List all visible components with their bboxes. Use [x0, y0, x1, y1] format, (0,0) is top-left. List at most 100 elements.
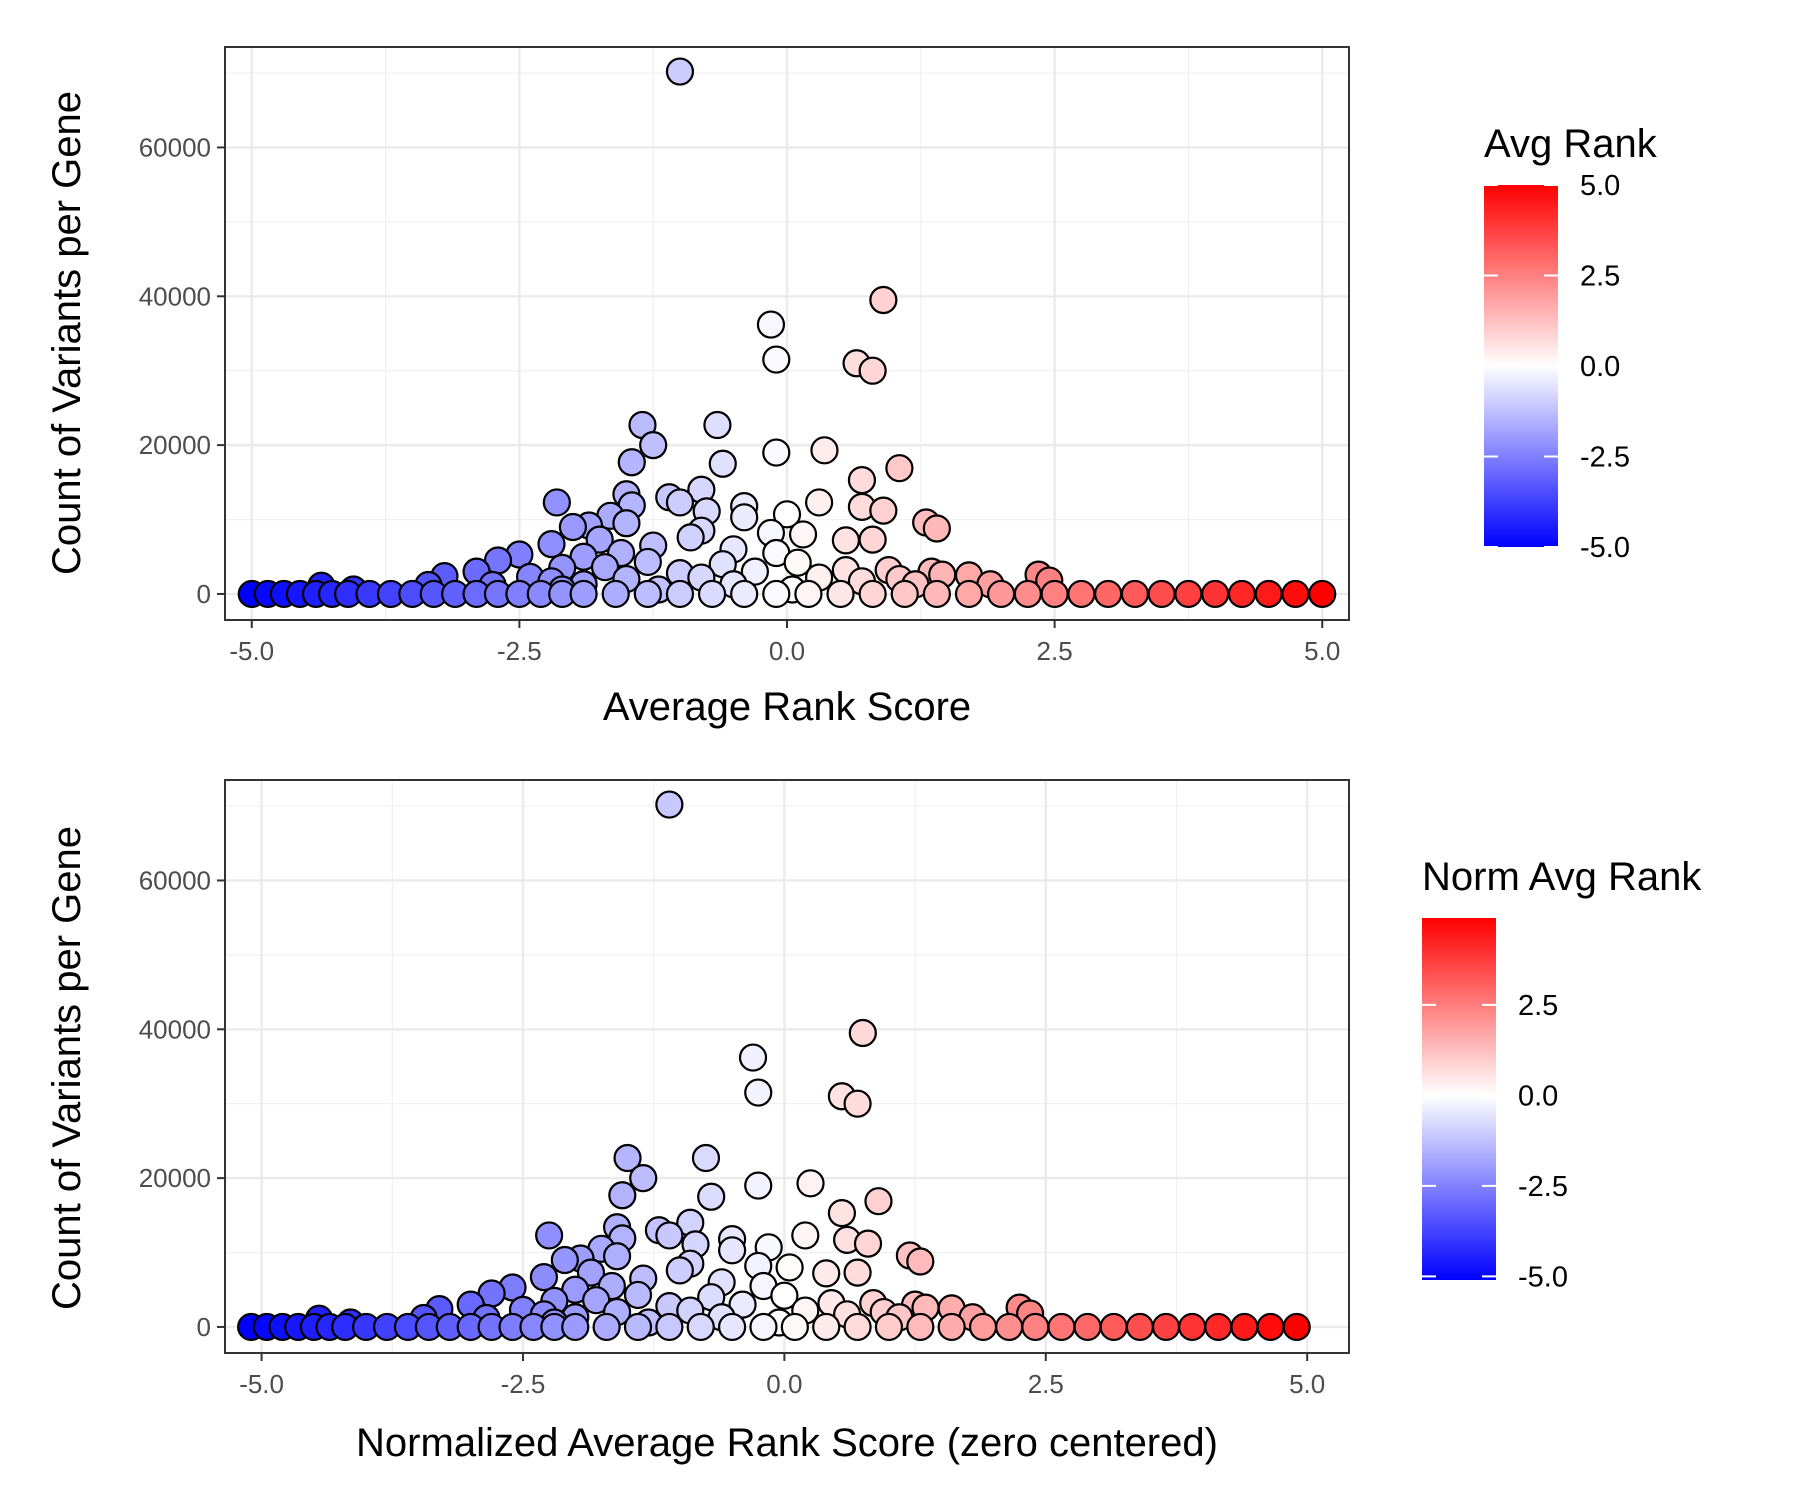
data-point — [1174, 579, 1203, 609]
data-point — [608, 1181, 637, 1210]
data-point — [1151, 1312, 1181, 1342]
y-tick-label: 20000 — [139, 430, 211, 460]
data-point — [906, 1312, 935, 1342]
color-legend: Avg Rank -5.0 -2.5 0.0 2.5 5.0 — [1484, 122, 1658, 564]
data-point — [843, 1312, 872, 1342]
data-point — [590, 553, 620, 582]
data-point — [1021, 1312, 1050, 1342]
data-point — [1308, 579, 1337, 609]
points — [237, 790, 1311, 1342]
data-point — [843, 1089, 872, 1118]
data-point — [601, 579, 630, 609]
data-point — [791, 1221, 820, 1250]
y-tick-label: 20000 — [139, 1163, 211, 1193]
y-tick-label: 40000 — [139, 1014, 211, 1044]
chart-panel-top: -5.0 -2.5 0.0 2.5 5.0 0 20000 40000 60000 Avera… — [45, 46, 1658, 729]
data-point — [986, 579, 1016, 609]
data-point — [561, 1312, 590, 1342]
data-point — [691, 1143, 721, 1173]
data-point — [623, 1312, 653, 1342]
data-point — [831, 526, 860, 555]
data-point — [922, 579, 951, 609]
x-tick-label: -2.5 — [497, 636, 542, 666]
data-point — [1201, 579, 1230, 609]
legend-tick-label: 5.0 — [1580, 170, 1620, 202]
y-axis-title: Count of Variants per Gene — [45, 91, 89, 575]
data-point — [676, 523, 705, 552]
data-point — [592, 1312, 621, 1342]
x-axis: -5.0 -2.5 0.0 2.5 5.0 — [229, 620, 1340, 666]
data-point — [542, 488, 571, 517]
data-point — [697, 1182, 726, 1211]
data-point — [885, 454, 914, 483]
data-point — [805, 488, 834, 517]
data-point — [744, 1171, 773, 1200]
legend-ticks: -5.0 -2.5 0.0 2.5 5.0 — [1484, 170, 1630, 564]
data-point — [869, 496, 898, 525]
data-point — [812, 1259, 841, 1288]
data-point — [780, 1312, 809, 1342]
data-point — [633, 547, 662, 577]
data-point — [1227, 579, 1257, 609]
data-point — [613, 1143, 642, 1173]
data-point — [569, 579, 598, 609]
y-tick-label: 0 — [197, 1312, 211, 1342]
data-point — [847, 465, 877, 495]
data-point — [937, 1312, 966, 1342]
data-point — [535, 1221, 564, 1250]
data-point — [890, 579, 919, 609]
y-axis-title: Count of Variants per Gene — [45, 826, 89, 1310]
data-point — [954, 579, 984, 609]
data-point — [708, 449, 737, 478]
legend-tick-label: -2.5 — [1580, 442, 1630, 474]
data-point — [995, 1312, 1024, 1342]
x-tick-label: 2.5 — [1028, 1369, 1064, 1399]
chart-panel-bottom: -5.0 -2.5 0.0 2.5 5.0 0 20000 40000 60000 Norma… — [45, 779, 1702, 1465]
x-tick-label: -2.5 — [501, 1369, 546, 1399]
legend-colorbar — [1422, 918, 1496, 1280]
legend-tick-label: -5.0 — [1518, 1261, 1568, 1293]
data-point — [1281, 579, 1310, 609]
data-point — [1067, 579, 1096, 609]
data-point — [665, 57, 695, 86]
data-point — [602, 1242, 632, 1271]
data-point — [633, 579, 662, 609]
data-point — [703, 410, 732, 440]
data-point — [874, 1312, 904, 1342]
data-point — [788, 520, 818, 549]
data-point — [864, 1187, 893, 1216]
color-legend: Norm Avg Rank -5.0 -2.5 0.0 2.5 — [1422, 855, 1702, 1293]
data-point — [740, 557, 769, 586]
data-point — [762, 438, 791, 467]
data-point — [843, 1258, 872, 1287]
data-point — [1099, 1312, 1128, 1342]
data-point — [730, 579, 759, 609]
x-axis: -5.0 -2.5 0.0 2.5 5.0 — [239, 1353, 1325, 1399]
data-point — [665, 579, 695, 609]
data-point — [617, 448, 646, 477]
data-point — [1047, 1312, 1076, 1342]
data-point — [1254, 579, 1283, 609]
data-point — [623, 1280, 653, 1310]
data-point — [1282, 1312, 1311, 1342]
x-tick-label: 0.0 — [769, 636, 805, 666]
data-point — [858, 579, 887, 609]
x-tick-label: -5.0 — [239, 1369, 284, 1399]
y-axis: 0 20000 40000 60000 — [139, 865, 225, 1342]
points — [237, 57, 1337, 609]
data-point — [730, 503, 759, 532]
data-point — [585, 525, 614, 554]
data-point — [718, 1312, 747, 1342]
data-point — [762, 579, 791, 609]
data-point — [1120, 579, 1150, 609]
data-point — [794, 579, 823, 609]
data-point — [783, 548, 812, 577]
data-point — [558, 512, 588, 542]
data-point — [655, 790, 684, 819]
x-axis-title: Normalized Average Rank Score (zero cent… — [356, 1421, 1218, 1465]
data-point — [697, 579, 727, 609]
gridlines — [225, 47, 1349, 620]
data-point — [744, 1078, 773, 1107]
data-point — [756, 310, 786, 339]
